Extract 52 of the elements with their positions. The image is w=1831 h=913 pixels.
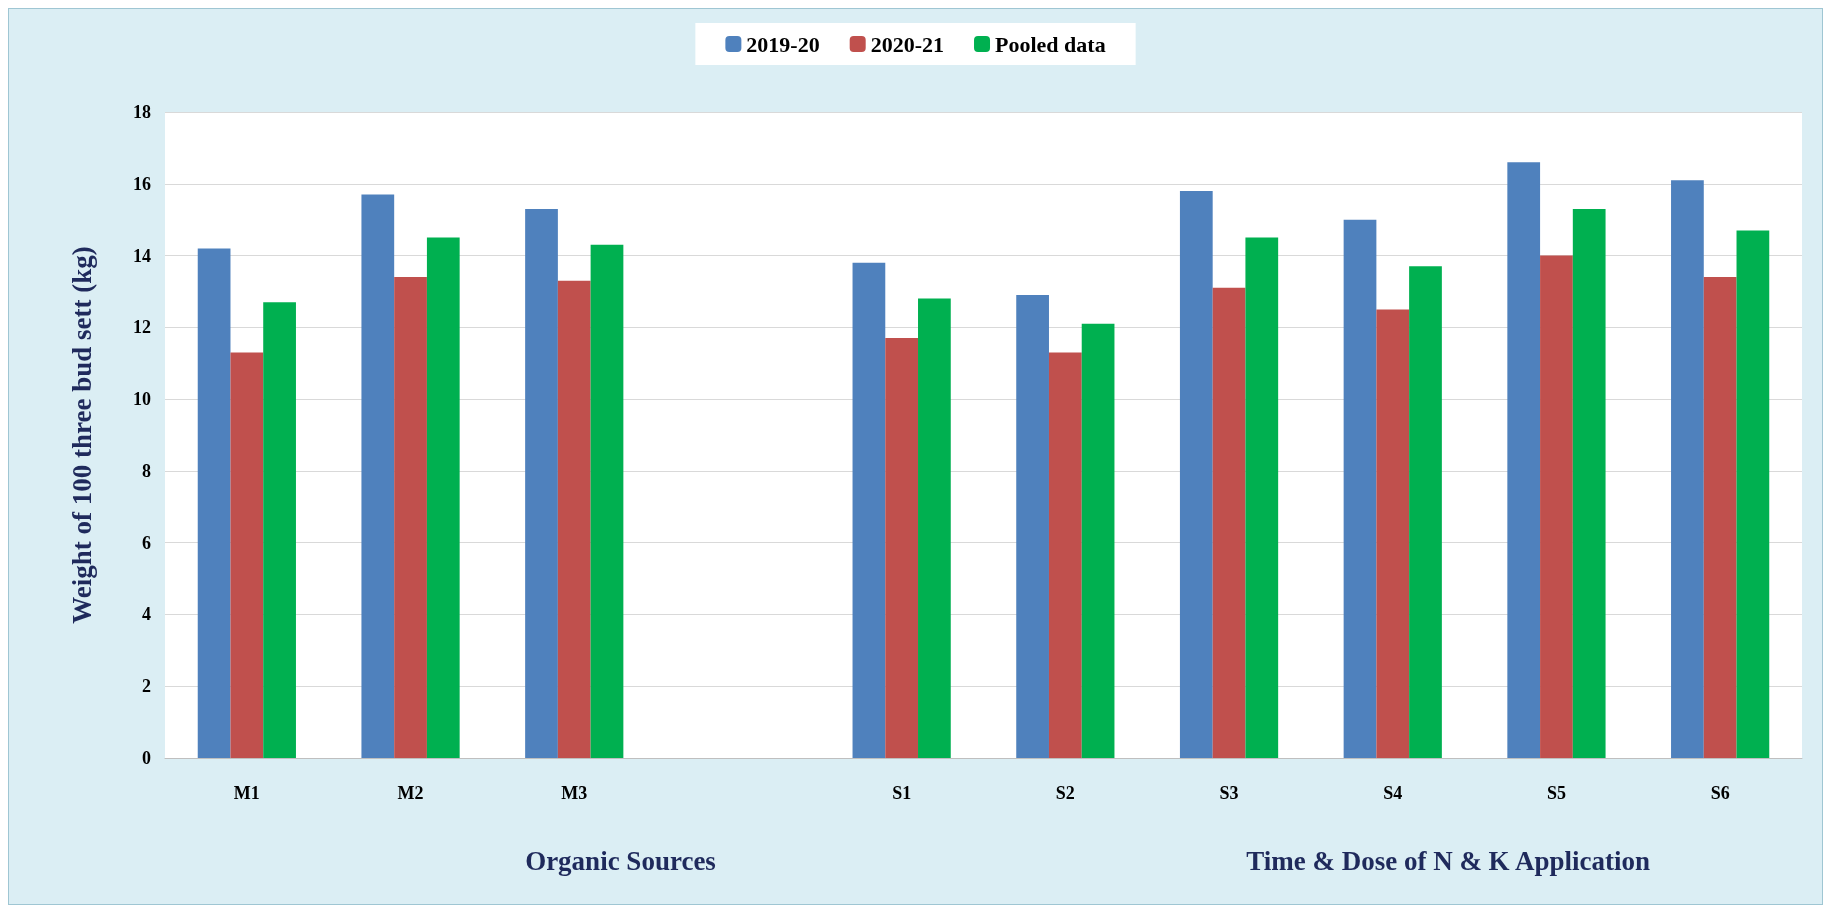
bar bbox=[557, 280, 591, 758]
legend-label: Pooled data bbox=[995, 31, 1106, 57]
text: Organic Sources bbox=[525, 845, 716, 876]
x-tick-label: S1 bbox=[892, 783, 912, 803]
x-tick-label: S5 bbox=[1546, 783, 1566, 803]
bar bbox=[918, 298, 951, 758]
y-tick-label: 0 bbox=[142, 748, 151, 768]
y-tick-label: 12 bbox=[133, 317, 151, 338]
text: Time & Dose of N & K Application bbox=[1246, 845, 1650, 876]
y-tick-label: 2 bbox=[142, 676, 151, 697]
bar bbox=[525, 208, 558, 758]
x-tick-label: M3 bbox=[561, 783, 588, 803]
bar bbox=[1343, 219, 1377, 758]
bar bbox=[361, 194, 395, 758]
bar bbox=[197, 248, 231, 758]
bar bbox=[1736, 230, 1770, 758]
x-tick-label: M2 bbox=[397, 783, 424, 803]
bar bbox=[1048, 352, 1082, 758]
x-tick-label: S3 bbox=[1219, 783, 1239, 803]
bar bbox=[1671, 180, 1704, 758]
bar bbox=[1540, 255, 1573, 758]
bar bbox=[1245, 237, 1279, 758]
bar bbox=[1212, 287, 1246, 758]
legend-label: 2019-20 bbox=[746, 31, 820, 57]
x-tick-label: M1 bbox=[233, 783, 260, 803]
y-tick-label: 8 bbox=[142, 460, 151, 481]
y-tick-label: 14 bbox=[133, 245, 151, 266]
bar bbox=[885, 338, 919, 758]
bar bbox=[1179, 190, 1213, 758]
bar bbox=[590, 244, 624, 758]
bar bbox=[1409, 266, 1442, 758]
legend-label: 2020-21 bbox=[870, 31, 945, 57]
y-tick-label: 4 bbox=[142, 604, 151, 625]
bar bbox=[394, 277, 427, 758]
bar bbox=[1081, 323, 1115, 758]
bar bbox=[1016, 295, 1049, 758]
bar bbox=[1572, 208, 1606, 758]
bar bbox=[230, 352, 264, 758]
bar bbox=[426, 237, 460, 758]
y-axis-title: Weight of 100 three bud sett (kg) bbox=[66, 246, 97, 624]
bar bbox=[1703, 277, 1737, 758]
x-tick-label: S6 bbox=[1710, 783, 1730, 803]
x-tick-label: S2 bbox=[1055, 783, 1075, 803]
y-tick-label: 18 bbox=[133, 102, 151, 122]
bar bbox=[852, 262, 886, 758]
y-tick-label: 16 bbox=[133, 173, 151, 194]
x-tick-label: S4 bbox=[1383, 783, 1403, 803]
y-tick-label: 6 bbox=[142, 532, 151, 553]
bar bbox=[1376, 309, 1410, 758]
y-tick-label: 10 bbox=[133, 389, 151, 410]
bar bbox=[1507, 162, 1541, 758]
bar bbox=[263, 302, 296, 758]
